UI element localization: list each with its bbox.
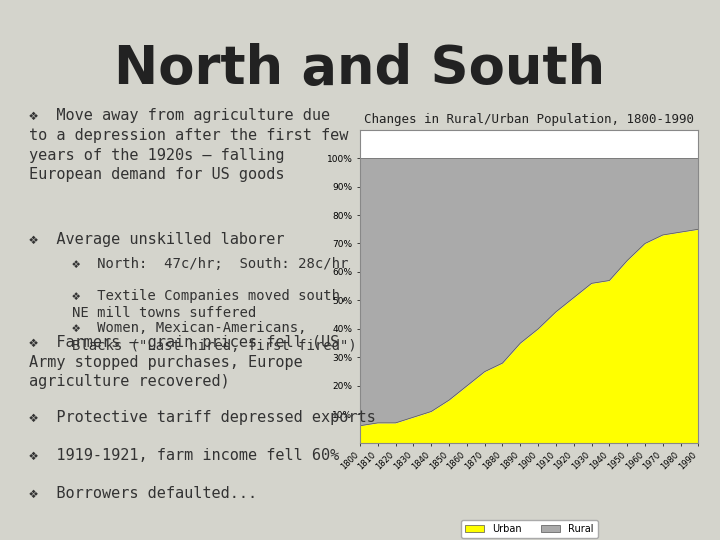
Text: ❖  Textile Companies moved south,
NE mill towns suffered: ❖ Textile Companies moved south, NE mill…: [72, 289, 348, 320]
Text: ❖  Women, Mexican-Americans,
Blacks ("Last hired, first fired"): ❖ Women, Mexican-Americans, Blacks ("Las…: [72, 321, 356, 353]
Text: ❖  1919-1921, farm income fell 60%: ❖ 1919-1921, farm income fell 60%: [29, 448, 339, 463]
Text: ❖  Borrowers defaulted...: ❖ Borrowers defaulted...: [29, 486, 257, 501]
Text: ❖  North:  47c/hr;  South: 28c/hr: ❖ North: 47c/hr; South: 28c/hr: [72, 256, 348, 271]
Text: ❖  Average unskilled laborer: ❖ Average unskilled laborer: [29, 232, 284, 247]
Legend: Urban, Rural: Urban, Rural: [461, 521, 598, 538]
Text: ❖  Farmers – grain prices fell (US
Army stopped purchases, Europe
agriculture re: ❖ Farmers – grain prices fell (US Army s…: [29, 335, 339, 389]
Title: Changes in Rural/Urban Population, 1800-1990: Changes in Rural/Urban Population, 1800-…: [364, 113, 694, 126]
Text: ❖  Protective tariff depressed exports: ❖ Protective tariff depressed exports: [29, 410, 376, 426]
Text: North and South: North and South: [114, 43, 606, 95]
Text: ❖  Move away from agriculture due
to a depression after the first few
years of t: ❖ Move away from agriculture due to a de…: [29, 108, 348, 183]
